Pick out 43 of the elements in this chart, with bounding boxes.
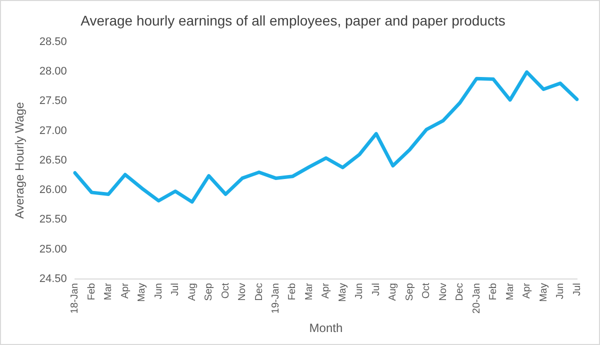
x-tick-label: May [538,283,550,302]
y-tick-label: 28.00 [39,65,67,78]
y-axis-title: Average Hourly Wage [12,102,27,219]
x-tick-label: Feb [488,282,500,300]
x-tick-label: Sep [404,282,416,301]
x-tick-label: Apr [320,282,332,299]
x-tick-label: Aug [388,283,399,301]
x-tick-label: Mar [304,282,315,300]
x-tick-label: Nov [438,283,449,301]
y-tick-label: 24.50 [39,273,67,286]
y-tick-label: 28.50 [39,36,67,48]
x-tick-label: May [337,283,348,302]
x-tick-label: Aug [186,283,198,301]
y-tick-label: 26.50 [39,154,67,166]
x-tick-label: Jun [153,283,164,300]
x-tick-label: Apr [120,282,131,299]
x-tick-label: Dec [454,283,466,301]
x-tick-label: Nov [237,283,248,301]
x-tick-label: 19-Jan [270,283,282,314]
x-axis-title: Month [309,321,343,336]
x-tick-label: Feb [287,282,298,300]
x-tick-label: Oct [220,282,232,299]
x-tick-label: Sep [204,282,215,301]
y-tick-label: 25.00 [39,243,67,256]
y-tick-label: 26.00 [39,184,67,196]
x-tick-label: Jul [170,283,182,296]
chart-title: Average hourly earnings of all employees, paper and paper products [80,12,506,28]
y-tick-label: 27.00 [39,124,67,137]
x-tick-label: Jul [572,283,583,296]
x-tick-label: Oct [421,282,432,299]
y-tick-label: 27.50 [39,95,67,108]
x-tick-label: Mar [103,282,114,300]
x-tick-label: Mar [504,282,516,300]
x-tick-label: 18-Jan [70,283,81,314]
x-tick-label: Jul [370,283,382,296]
y-tick-label: 25.50 [39,214,67,226]
x-tick-label: 20-Jan [471,283,482,314]
x-tick-label: May [136,283,148,302]
x-tick-label: Dec [254,283,265,301]
x-tick-label: Apr [522,282,533,299]
x-tick-label: Feb [86,282,98,300]
x-tick-label: Jun [555,283,566,300]
x-tick-label: Jun [354,283,366,300]
